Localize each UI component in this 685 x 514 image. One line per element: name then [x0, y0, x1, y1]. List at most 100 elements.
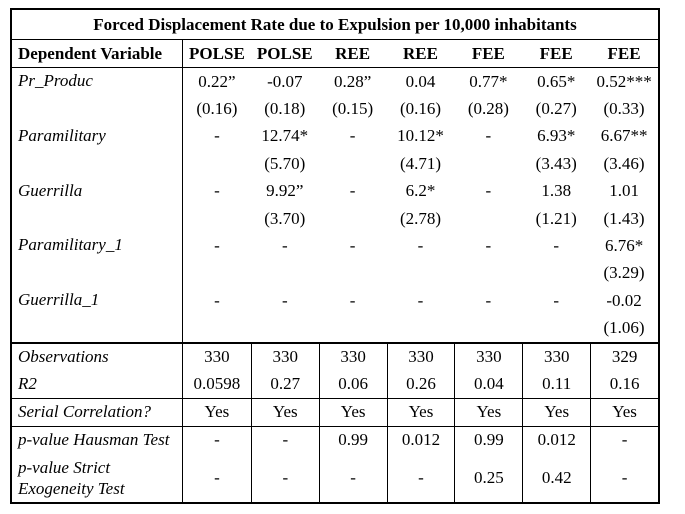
standard-error-value: (3.70)	[264, 208, 306, 228]
stat-value: 0.99	[318, 426, 387, 454]
row-label: Observations	[12, 343, 183, 371]
standard-error-value: (0.16)	[196, 99, 238, 119]
variable-row: Paramilitary - 12.74* (5.70) - 10.12* (4.71) - 6…	[12, 122, 658, 178]
coefficient-value: -	[553, 236, 560, 256]
standard-error-value: (0.16)	[399, 99, 442, 119]
standard-error-value: (5.70)	[264, 153, 306, 173]
results-table: Forced Displacement Rate due to Expulsio…	[10, 8, 660, 504]
stat-value: 330	[522, 343, 590, 371]
row-label: Serial Correlation?	[12, 398, 183, 426]
stat-value: Yes	[590, 398, 658, 426]
column-header: REE	[335, 43, 371, 63]
coefficient-value: -	[485, 181, 492, 201]
standard-error-value: (4.71)	[399, 153, 442, 173]
coefficient-value: -	[349, 181, 356, 201]
standard-error-value	[454, 315, 522, 342]
stat-value: 0.42	[522, 453, 590, 502]
standard-error-value: (0.27)	[535, 99, 577, 119]
header-row: Dependent Variable POLSE POLSE REE REE FEE FE…	[12, 40, 658, 68]
stat-value: Yes	[454, 398, 522, 426]
stat-value: Yes	[204, 402, 230, 422]
standard-error-value	[183, 205, 251, 232]
stat-value: 330	[318, 343, 387, 371]
variable-cell: 6.67** (3.46)	[590, 123, 658, 178]
standard-error-value	[522, 315, 590, 342]
coefficient-value: 9.92”	[266, 181, 304, 201]
variable-cell: 0.04 (0.16)	[387, 68, 455, 123]
variable-cell: 6.2* (2.78)	[387, 178, 455, 233]
stat-value: 330	[204, 347, 230, 367]
row-label: R2	[12, 370, 183, 398]
standard-error-value	[387, 260, 455, 287]
variable-cell: -	[319, 178, 387, 233]
standard-error-value	[319, 260, 387, 287]
coefficient-value: 6.67**	[600, 126, 648, 146]
coefficient-value: 0.52***	[596, 71, 652, 91]
serial-correlation-row: Serial Correlation? Yes Yes Yes Yes Yes Yes Yes	[12, 398, 658, 426]
coefficient-value: -	[214, 181, 220, 201]
coefficient-value: -	[349, 126, 356, 146]
variable-cell: 6.76* (3.29)	[590, 232, 658, 287]
coefficient-value: 1.38	[541, 181, 572, 201]
standard-error-value: (0.18)	[264, 99, 306, 119]
standard-error-value	[522, 260, 590, 287]
variable-cell: -	[183, 123, 251, 178]
coefficient-value: 0.04	[405, 71, 436, 91]
variable-cell: 0.22” (0.16)	[183, 68, 251, 123]
variable-label: Paramilitary_1	[12, 232, 183, 288]
standard-error-value: (3.43)	[535, 153, 577, 173]
variable-cell: -	[522, 232, 590, 287]
stats-section: Observations 330 330 330 330 330 330 329 R2 0.059…	[12, 341, 658, 398]
variable-cell: 6.93* (3.43)	[522, 123, 590, 178]
variable-cell: 1.38 (1.21)	[522, 178, 590, 233]
coefficient-value: 0.65*	[537, 71, 576, 91]
stat-value: 0.25	[454, 453, 522, 502]
test-row: p-value Hausman Test - -0.99 0.012 0.99 0.012…	[12, 426, 658, 454]
standard-error-value	[387, 315, 455, 342]
stat-value: -	[250, 426, 319, 454]
stat-value: 329	[590, 343, 658, 371]
variable-cell: -	[387, 232, 455, 287]
standard-error-value	[251, 315, 319, 342]
coefficient-value: 0.22”	[198, 71, 236, 91]
variable-cell: -	[319, 232, 387, 287]
standard-error-value	[319, 315, 387, 342]
standard-error-value: (0.28)	[467, 99, 509, 119]
coefficient-value: -	[214, 126, 220, 146]
table-title: Forced Displacement Rate due to Expulsio…	[12, 10, 658, 40]
stat-value: -	[590, 426, 658, 454]
coefficient-value: -	[349, 236, 356, 256]
stat-value: 0.11	[522, 370, 590, 398]
coefficient-value: -	[485, 290, 492, 310]
stat-value: 330	[386, 343, 455, 371]
standard-error-value: (1.21)	[535, 208, 577, 228]
stat-value: 0.26	[386, 370, 455, 398]
variable-label: Guerrilla_1	[12, 287, 183, 342]
standard-error-value: (3.29)	[603, 263, 645, 283]
variable-row: Guerrilla - 9.92” (3.70) - 6.2* (2.78) - 1.38 (1.…	[12, 177, 658, 233]
serial-correlation-section: Serial Correlation? Yes Yes Yes Yes Yes Yes Yes	[12, 397, 658, 426]
variable-label: Pr_Produc	[12, 68, 183, 123]
coefficient-value: -	[214, 290, 220, 310]
coefficient-value: -	[281, 290, 288, 310]
coefficient-value: -0.07	[267, 71, 303, 91]
coefficient-value: 1.01	[609, 181, 639, 201]
column-header: FEE	[607, 43, 641, 63]
standard-error-value: (0.33)	[603, 99, 645, 119]
variable-cell: 0.77* (0.28)	[454, 68, 522, 123]
coefficient-value: 12.74*	[261, 126, 309, 146]
column-header: FEE	[471, 43, 505, 63]
coefficient-value: 0.28”	[333, 71, 372, 91]
coefficient-value: -	[214, 236, 220, 256]
variable-cell: -	[251, 232, 319, 287]
standard-error-value	[183, 150, 251, 177]
coefficient-value: -	[417, 236, 424, 256]
stat-value: -	[590, 453, 658, 502]
variable-cell: -	[251, 287, 319, 342]
standard-error-value: (1.43)	[603, 208, 645, 228]
variable-cell: -	[522, 287, 590, 342]
column-header: POLSE	[256, 43, 313, 63]
stat-value: -	[250, 453, 319, 502]
stat-value: Yes	[522, 398, 590, 426]
